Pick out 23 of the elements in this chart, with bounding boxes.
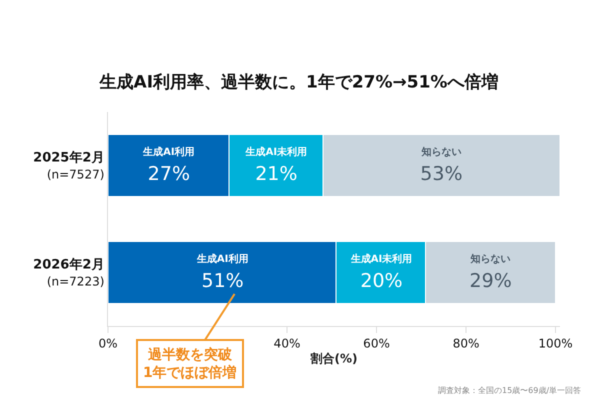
- text: 調査対象：全国の15歳〜69歳/単一回答: [438, 386, 582, 395]
- data-label: 27%: [148, 162, 190, 185]
- chart-title: 生成AI利用率、過半数に。1年で27%→51%へ倍増: [98, 72, 498, 93]
- x-tick-label: 40%: [274, 336, 300, 350]
- data-label: 51%: [202, 270, 244, 292]
- text: 生成AI未利用: [350, 254, 412, 266]
- text: 生成AI利用: [196, 254, 248, 266]
- x-tick-label: 100%: [538, 336, 573, 350]
- series-label: 知らない: [420, 146, 462, 158]
- data-label: 29%: [470, 270, 512, 292]
- x-axis-title: 割合(%): [310, 351, 358, 366]
- data-label: 20%: [360, 270, 403, 292]
- x-tick-label: 60%: [363, 336, 390, 350]
- text: 知らない: [470, 254, 511, 266]
- data-label: 53%: [420, 162, 463, 185]
- data-label: 21%: [255, 162, 298, 185]
- y-tick-label: 2025年2月 (n=7527): [33, 150, 104, 182]
- x-tick-label: 0%: [98, 336, 118, 350]
- text: 過半数を突破 1年でほぼ倍増: [143, 346, 237, 382]
- y-tick-label: 2026年2月 (n=7223): [33, 258, 104, 288]
- x-tick-label: 80%: [452, 336, 480, 350]
- series-label: 生成AI利用: [142, 146, 195, 158]
- series-label: 生成AI未利用: [244, 146, 308, 158]
